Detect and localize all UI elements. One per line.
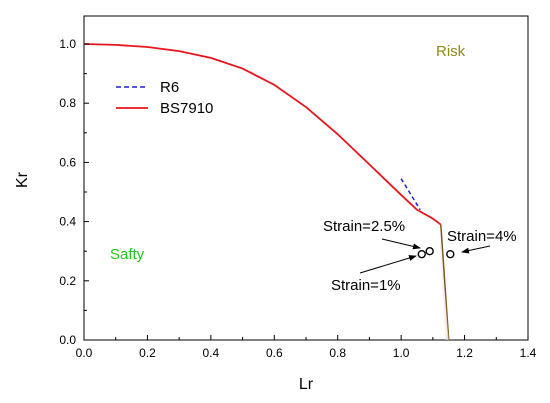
y-tick-label: 0.4: [59, 215, 76, 229]
data-point-1: [417, 249, 426, 259]
arrow-strain-2-5: [381, 238, 421, 250]
annotation-strain-1: Strain=1%: [331, 277, 401, 294]
x-tick-label: 1.0: [393, 346, 410, 360]
legend: R6 BS7910: [116, 79, 213, 117]
legend-label-bs7910: BS7910: [160, 100, 213, 117]
x-tick-label: 0.2: [139, 346, 156, 360]
cutoff-line: [440, 224, 450, 341]
x-tick-label: 0.0: [76, 346, 93, 360]
region-label-safety: Safty: [110, 246, 145, 263]
x-tick-label: 0.8: [329, 346, 346, 360]
data-point-2: [425, 246, 434, 256]
x-tick-label: 1.2: [456, 346, 473, 360]
x-tick-label: 0.4: [203, 346, 220, 360]
annotations: Strain=2.5% Strain=1% Strain=4%: [323, 218, 517, 294]
legend-label-r6: R6: [160, 79, 179, 96]
y-tick-label: 0.0: [59, 333, 76, 347]
plot-frame: [83, 15, 529, 341]
y-tick-label: 0.2: [59, 274, 76, 288]
cutoff-shade: [439, 224, 449, 340]
plot-area: [83, 15, 529, 341]
annotation-strain-4: Strain=4%: [447, 228, 517, 245]
y-axis-title: Kr: [14, 171, 31, 188]
y-tick-label: 0.6: [59, 155, 76, 169]
y-tick-label: 1.0: [59, 37, 76, 51]
ticks-layer: 0.0 0.2 0.4 0.6 0.8 1.0 1.2 1.4 0.0 0.2 0.4 0.6 0.8 1…: [59, 37, 536, 360]
series-layer: [83, 43, 442, 226]
points-layer: [417, 246, 455, 259]
data-point-3: [446, 249, 455, 259]
arrow-strain-1: [359, 255, 417, 274]
x-tick-label: 0.6: [266, 346, 283, 360]
series-line-bs7910: [83, 43, 442, 226]
annotation-strain-2-5: Strain=2.5%: [323, 218, 405, 235]
region-label-risk: Risk: [436, 43, 466, 60]
cutoff-layer: [439, 224, 450, 341]
arrow-strain-4: [461, 245, 491, 254]
x-tick-label: 1.4: [520, 346, 537, 360]
y-tick-label: 0.8: [59, 96, 76, 110]
series-line-r6: [400, 178, 421, 211]
x-axis-title: Lr: [299, 376, 314, 393]
